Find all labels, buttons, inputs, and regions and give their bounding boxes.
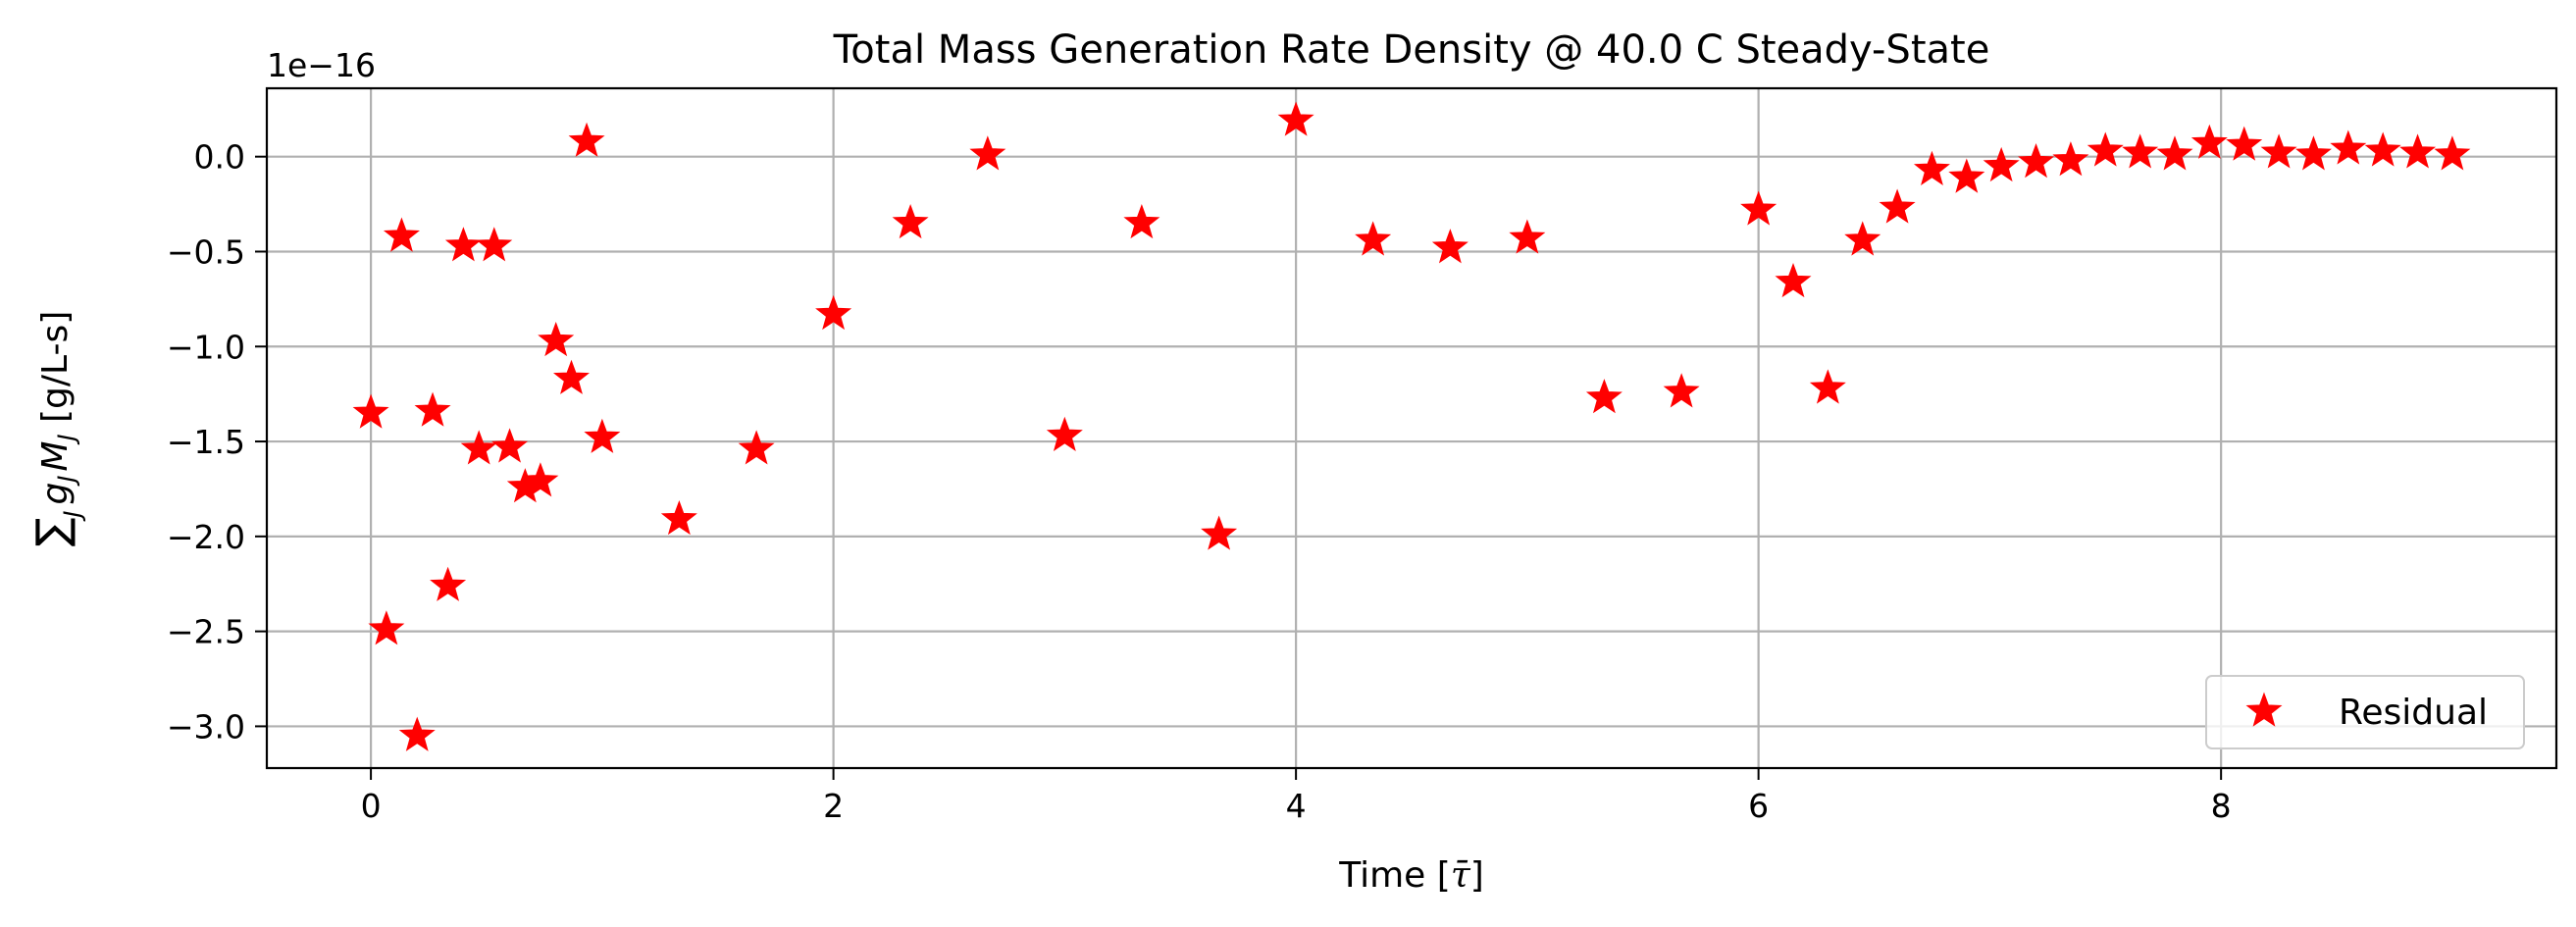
data-point-star: [2190, 124, 2228, 159]
legend-frame: [2205, 675, 2525, 749]
data-point-star: [383, 217, 420, 252]
data-point-star: [352, 393, 389, 429]
data-point-star: [522, 462, 559, 497]
data-point-star: [1809, 369, 1846, 404]
data-point-star: [1663, 373, 1700, 408]
y-axis-offset-label: 1e−16: [267, 46, 376, 84]
data-point-star: [1948, 158, 1985, 193]
data-point-star: [2364, 131, 2401, 167]
data-point-star: [1509, 219, 1546, 254]
data-point-star: [892, 203, 929, 239]
y-axis-label-g: g: [35, 483, 76, 505]
y-axis-ticks: 0.0 −0.5 −1.0 −1.5 −2.0 −2.5 −3.0: [167, 138, 267, 746]
y-tick-label: −2.5: [167, 613, 245, 651]
data-point-star: [368, 610, 405, 645]
y-axis-label-g-subscript: J: [53, 476, 80, 487]
data-point-star: [2260, 133, 2297, 169]
y-axis-label-m-subscript: J: [53, 434, 80, 444]
grid-lines: [267, 88, 2556, 768]
data-point-star: [1879, 188, 1916, 224]
data-point-star: [1046, 416, 1083, 451]
data-point-star: [1585, 379, 1623, 414]
data-point-star: [568, 122, 605, 157]
y-axis-label-text: ∑JgJMJ [g/L-s]: [27, 311, 86, 547]
y-tick-label: −3.0: [167, 707, 245, 746]
y-axis-label-units: [g/L-s]: [35, 311, 76, 435]
data-point-star: [1431, 229, 1468, 264]
data-point-star: [460, 430, 497, 465]
x-tick-label: 4: [1286, 787, 1307, 825]
y-tick-label: −1.5: [167, 423, 245, 461]
data-point-star: [2399, 133, 2437, 169]
y-tick-label: 0.0: [194, 138, 245, 177]
data-point-star: [398, 716, 436, 751]
data-point-star: [2330, 129, 2367, 165]
data-point-star: [1775, 263, 1812, 298]
legend-label-residual: Residual: [2339, 693, 2488, 733]
data-point-star: [444, 227, 482, 262]
data-point-star: [2434, 135, 2471, 171]
data-point-star: [2226, 126, 2263, 161]
data-point-star: [2087, 131, 2124, 167]
y-tick-label: −1.0: [167, 328, 245, 366]
data-point-star: [2018, 143, 2055, 179]
data-point-star: [1277, 101, 1314, 136]
y-axis-label-sum-subscript: J: [59, 511, 86, 522]
x-tick-label: 8: [2211, 787, 2232, 825]
data-point-star: [538, 322, 575, 357]
plot-area-frame: [265, 86, 2558, 770]
data-point-star: [1913, 150, 1950, 185]
data-point-star: [1201, 515, 1238, 550]
y-axis-label-m: M: [35, 441, 76, 472]
data-point-star: [660, 499, 697, 536]
y-tick-label: −0.5: [167, 232, 245, 271]
legend: Residual: [2205, 675, 2525, 749]
chart-title: Total Mass Generation Rate Density @ 40.…: [833, 27, 1990, 73]
data-point-star: [1983, 146, 2020, 182]
data-point-star: [2052, 141, 2089, 177]
y-tick-label: −2.0: [167, 518, 245, 556]
x-axis-label-suffix: ]: [1470, 855, 1484, 896]
data-point-star: [430, 566, 467, 601]
data-point-star: [815, 294, 852, 331]
x-axis-label-prefix: Time [: [1338, 855, 1451, 896]
x-tick-label: 6: [1748, 787, 1769, 825]
data-point-star: [2294, 135, 2332, 171]
plot-area-background: [267, 88, 2556, 768]
x-tick-label: 0: [361, 787, 382, 825]
data-point-star: [2156, 135, 2193, 171]
data-point-star: [969, 135, 1006, 171]
data-point-star: [1355, 221, 1392, 256]
data-point-star: [552, 359, 590, 394]
data-point-star: [2122, 133, 2159, 169]
data-point-star: [738, 430, 775, 465]
data-point-star: [1123, 203, 1160, 239]
data-point-star: [1844, 221, 1881, 256]
legend-marker-star-icon: [2245, 692, 2283, 727]
data-point-star: [1740, 190, 1777, 226]
x-tick-label: 2: [823, 787, 844, 825]
x-axis-label: Time [τ̄]: [1338, 855, 1484, 896]
data-point-star: [584, 418, 621, 453]
y-axis-label: ∑JgJMJ [g/L-s]: [27, 311, 86, 547]
data-point-star: [414, 391, 451, 427]
data-points: [352, 101, 2471, 751]
x-axis-ticks: 0 2 4 6 8: [361, 768, 2232, 825]
y-axis-label-sum: ∑: [27, 518, 77, 547]
data-point-star: [476, 227, 513, 262]
data-point-star: [491, 428, 529, 463]
x-axis-label-symbol: τ̄: [1451, 855, 1471, 896]
